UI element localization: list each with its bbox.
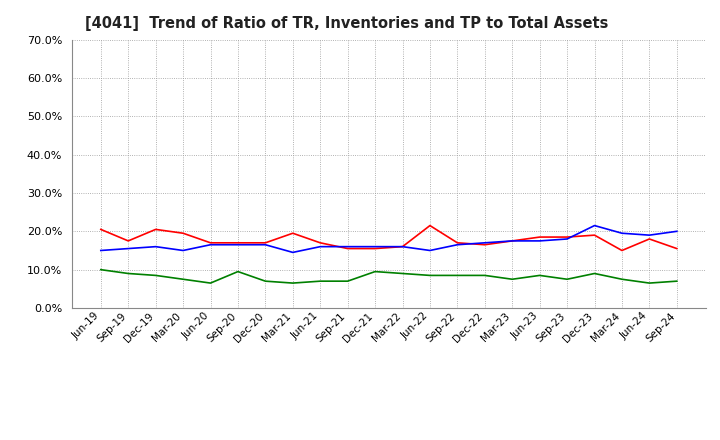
Trade Payables (289, 280, 297, 286)
Trade Receivables (371, 246, 379, 251)
Trade Receivables (206, 240, 215, 246)
Trade Payables (343, 279, 352, 284)
Trade Receivables (618, 248, 626, 253)
Trade Payables (206, 280, 215, 286)
Inventories (672, 229, 681, 234)
Trade Receivables (536, 235, 544, 240)
Trade Payables (96, 267, 105, 272)
Inventories (179, 248, 187, 253)
Trade Receivables (453, 240, 462, 246)
Trade Receivables (179, 231, 187, 236)
Inventories (480, 240, 489, 246)
Inventories (618, 231, 626, 236)
Text: [4041]  Trend of Ratio of TR, Inventories and TP to Total Assets: [4041] Trend of Ratio of TR, Inventories… (85, 16, 608, 32)
Trade Payables (508, 277, 516, 282)
Trade Receivables (289, 231, 297, 236)
Trade Payables (233, 269, 242, 274)
Inventories (508, 238, 516, 244)
Trade Receivables (261, 240, 270, 246)
Trade Payables (590, 271, 599, 276)
Trade Receivables (233, 240, 242, 246)
Trade Payables (645, 280, 654, 286)
Inventories (645, 232, 654, 238)
Trade Receivables (672, 246, 681, 251)
Trade Payables (672, 279, 681, 284)
Trade Payables (179, 277, 187, 282)
Inventories (398, 244, 407, 249)
Trade Receivables (96, 227, 105, 232)
Trade Receivables (645, 236, 654, 242)
Line: Inventories: Inventories (101, 226, 677, 253)
Line: Trade Payables: Trade Payables (101, 270, 677, 283)
Inventories (233, 242, 242, 247)
Trade Payables (261, 279, 270, 284)
Inventories (453, 242, 462, 247)
Trade Payables (426, 273, 434, 278)
Inventories (343, 244, 352, 249)
Inventories (563, 236, 572, 242)
Trade Receivables (563, 235, 572, 240)
Inventories (316, 244, 325, 249)
Trade Receivables (480, 242, 489, 247)
Trade Payables (398, 271, 407, 276)
Inventories (96, 248, 105, 253)
Inventories (536, 238, 544, 244)
Trade Payables (618, 277, 626, 282)
Inventories (426, 248, 434, 253)
Trade Receivables (343, 246, 352, 251)
Inventories (261, 242, 270, 247)
Trade Payables (563, 277, 572, 282)
Trade Receivables (426, 223, 434, 228)
Inventories (151, 244, 160, 249)
Trade Receivables (151, 227, 160, 232)
Trade Receivables (124, 238, 132, 244)
Line: Trade Receivables: Trade Receivables (101, 226, 677, 250)
Trade Payables (453, 273, 462, 278)
Trade Receivables (508, 238, 516, 244)
Trade Receivables (398, 244, 407, 249)
Trade Payables (371, 269, 379, 274)
Inventories (289, 250, 297, 255)
Trade Payables (151, 273, 160, 278)
Inventories (124, 246, 132, 251)
Trade Payables (536, 273, 544, 278)
Trade Payables (316, 279, 325, 284)
Inventories (206, 242, 215, 247)
Inventories (590, 223, 599, 228)
Trade Receivables (316, 240, 325, 246)
Trade Payables (480, 273, 489, 278)
Trade Receivables (590, 232, 599, 238)
Trade Payables (124, 271, 132, 276)
Inventories (371, 244, 379, 249)
